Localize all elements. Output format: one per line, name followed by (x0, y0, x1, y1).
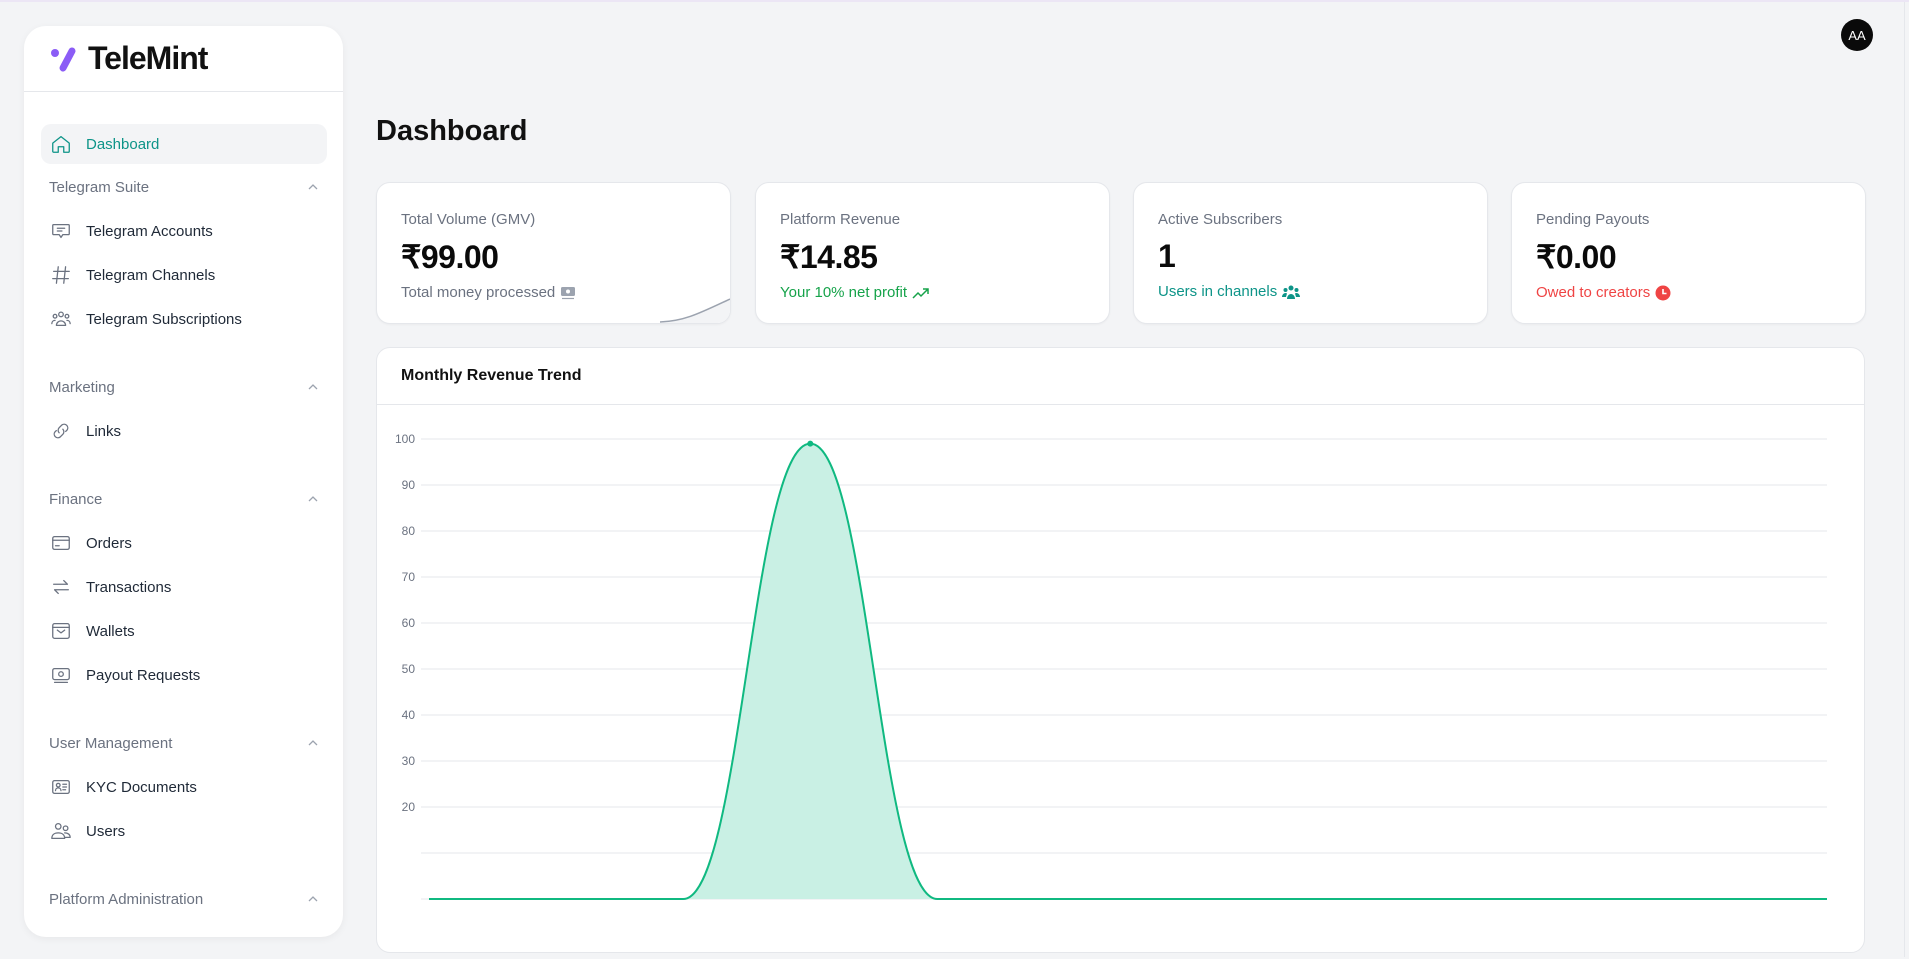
chart-title: Monthly Revenue Trend (377, 348, 1864, 405)
chevron-up-icon (308, 184, 318, 190)
sidebar-section-finance[interactable]: Finance (49, 487, 319, 511)
id-card-icon (52, 779, 70, 795)
cash-icon (52, 667, 70, 683)
brand-name: TeleMint (88, 40, 208, 76)
sidebar-item-label: Wallets (86, 622, 135, 640)
sidebar-item-users[interactable]: Users (41, 811, 327, 851)
home-icon (52, 136, 70, 153)
sidebar-item-label: Payout Requests (86, 666, 201, 684)
stat-subtext: Users in channels (1158, 283, 1278, 300)
stat-card-platform-revenue: Platform Revenue ₹14.85 Your 10% net pro… (755, 182, 1110, 324)
stat-label: Active Subscribers (1158, 211, 1283, 228)
user-avatar[interactable]: AA (1841, 19, 1873, 51)
y-tick-label: 90 (402, 478, 416, 492)
logo-mark-icon (51, 47, 76, 71)
banknote-icon (561, 286, 576, 299)
y-tick-label: 100 (395, 432, 415, 446)
sidebar-section-user-management[interactable]: User Management (49, 731, 319, 755)
logo[interactable]: TeleMint (24, 26, 343, 92)
sidebar-section-platform-administration[interactable]: Platform Administration (49, 887, 319, 911)
stat-subtext: Your 10% net profit (780, 284, 908, 301)
sidebar-item-label: Dashboard (86, 135, 160, 153)
section-title: Finance (49, 490, 103, 508)
users-icon (51, 823, 71, 839)
revenue-line (429, 442, 1827, 901)
section-title: Platform Administration (49, 890, 204, 908)
y-tick-label: 50 (402, 662, 416, 676)
stat-card-total-volume-gmv: Total Volume (GMV) ₹99.00 Total money pr… (376, 182, 731, 324)
sidebar-item-wallets[interactable]: Wallets (41, 611, 327, 651)
sidebar-item-payout-requests[interactable]: Payout Requests (41, 655, 327, 695)
sidebar-item-label: Telegram Channels (86, 266, 216, 284)
trending-up-icon (912, 287, 929, 299)
monthly-revenue-chart-card: Monthly Revenue Trend 100 90 80 70 60 50 40 30 2… (376, 347, 1865, 953)
chevron-up-icon (308, 896, 318, 902)
stat-value: ₹0.00 (1536, 239, 1617, 275)
section-title: User Management (49, 734, 173, 752)
wallet-icon (52, 623, 70, 639)
y-tick-label: 70 (402, 570, 416, 584)
sidebar-item-links[interactable]: Links (41, 411, 327, 451)
section-title: Telegram Suite (49, 178, 150, 196)
revenue-chart: 100 90 80 70 60 50 40 30 20 (395, 432, 1827, 901)
sidebar-item-telegram-accounts[interactable]: Telegram Accounts (41, 211, 327, 251)
sidebar-item-label: Orders (86, 534, 132, 552)
chevron-up-icon (308, 496, 318, 502)
sidebar-item-label: Users (86, 822, 126, 840)
credit-card-icon (52, 535, 70, 551)
chat-icon (52, 223, 70, 239)
chevron-up-icon (308, 384, 318, 390)
stat-value: 1 (1158, 238, 1176, 274)
y-tick-label: 60 (402, 616, 416, 630)
sidebar-item-dashboard[interactable]: Dashboard (41, 124, 327, 164)
sidebar-item-telegram-subscriptions[interactable]: Telegram Subscriptions (41, 299, 327, 339)
page-title: Dashboard (376, 115, 528, 147)
y-tick-label: 40 (402, 708, 416, 722)
sidebar-item-label: Links (86, 422, 122, 440)
sidebar-item-label: KYC Documents (86, 778, 197, 796)
y-tick-label: 20 (402, 800, 416, 814)
sidebar-item-label: Telegram Accounts (86, 222, 213, 240)
revenue-area-fill (429, 443, 1827, 899)
sidebar-item-label: Transactions (86, 578, 172, 596)
stat-label: Pending Payouts (1536, 211, 1650, 228)
sidebar-item-label: Telegram Subscriptions (86, 310, 242, 328)
stat-label: Platform Revenue (780, 211, 901, 228)
stat-label: Total Volume (GMV) (401, 211, 536, 228)
stat-card-pending-payouts: Pending Payouts ₹0.00 Owed to creators (1511, 182, 1866, 324)
stat-value: ₹14.85 (780, 239, 878, 275)
y-tick-label: 30 (402, 754, 416, 768)
stat-subtext: Total money processed (401, 284, 556, 301)
stat-value: ₹99.00 (401, 239, 499, 275)
chevron-up-icon (308, 740, 318, 746)
group-icon (51, 311, 71, 327)
page-scrollbar[interactable] (1904, 2, 1909, 957)
sidebar-item-transactions[interactable]: Transactions (41, 567, 327, 607)
link-icon (53, 423, 69, 439)
sidebar-section-telegram-suite[interactable]: Telegram Suite (49, 175, 319, 199)
hash-icon (52, 266, 70, 284)
arrows-exchange-icon (53, 579, 69, 595)
users-group-icon (1282, 285, 1301, 299)
sidebar-section-marketing[interactable]: Marketing (49, 375, 319, 399)
sidebar-item-kyc-documents[interactable]: KYC Documents (41, 767, 327, 807)
clock-icon (1655, 285, 1671, 300)
stat-subtext: Owed to creators (1536, 284, 1651, 301)
y-tick-label: 80 (402, 524, 416, 538)
sidebar-item-orders[interactable]: Orders (41, 523, 327, 563)
section-title: Marketing (49, 378, 115, 396)
sparkline (660, 298, 730, 323)
sidebar-item-telegram-channels[interactable]: Telegram Channels (41, 255, 327, 295)
data-point[interactable] (807, 440, 814, 447)
stat-card-active-subscribers: Active Subscribers 1 Users in channels (1133, 182, 1488, 324)
sidebar: TeleMint Dashboard Telegram Suite Telegram… (24, 26, 343, 937)
